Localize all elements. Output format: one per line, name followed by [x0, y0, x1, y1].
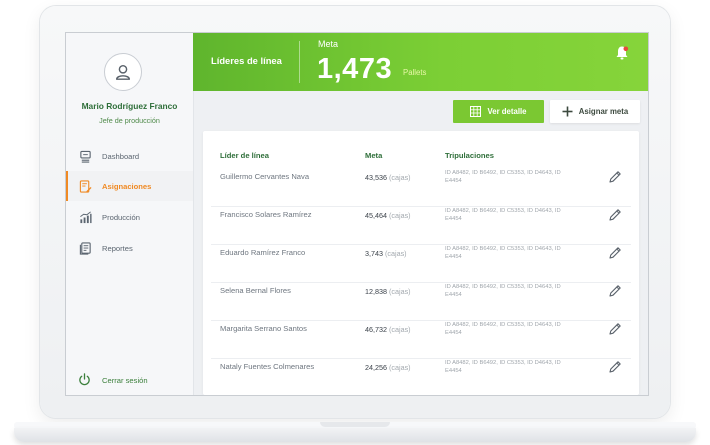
pencil-icon [609, 323, 621, 335]
goal-cell: 46,732 (cajas) [365, 325, 411, 334]
goal-cell: 12,838 (cajas) [365, 287, 411, 296]
goal-unit: (cajas) [388, 325, 411, 334]
sidebar-item-label: Dashboard [102, 151, 140, 161]
logout-button[interactable]: Cerrar sesión [66, 370, 193, 390]
edit-button[interactable] [608, 246, 622, 260]
app-screen: Mario Rodríguez Franco Jefe de producció… [65, 32, 649, 396]
sidebar-item-dashboard[interactable]: Dashboard [66, 141, 193, 171]
view-detail-button[interactable]: Ver detalle [453, 100, 544, 123]
goal-amount: 45,464 [365, 211, 387, 220]
edit-button[interactable] [608, 360, 622, 374]
user-role: Jefe de producción [99, 116, 160, 125]
leader-name: Guillermo Cervantes Nava [220, 172, 310, 181]
pencil-icon [609, 171, 621, 183]
table-row: Guillermo Cervantes Nava 43,536 (cajas) … [211, 169, 631, 207]
pencil-icon [609, 361, 621, 373]
goal-unit: Pallets [403, 68, 427, 77]
pencil-icon [609, 247, 621, 259]
leaders-table: Líder de línea Meta Tripulaciones Guille… [203, 131, 639, 395]
goal-unit: (cajas) [388, 287, 411, 296]
sidebar-item-label: Asignaciones [102, 181, 152, 191]
goal-amount: 12,838 [365, 287, 387, 296]
leader-name: Eduardo Ramírez Franco [220, 248, 306, 257]
assign-goal-button[interactable]: Asignar meta [550, 100, 640, 123]
assign-goal-label: Asignar meta [578, 107, 629, 116]
crews-cell: ID A8482, ID B6492, ID C5353, ID D4643, … [445, 284, 561, 298]
table-row: Eduardo Ramírez Franco 3,743 (cajas) ID … [211, 245, 631, 283]
dashboard-icon [78, 149, 92, 163]
goal-unit: (cajas) [385, 249, 407, 258]
user-icon [115, 64, 131, 80]
goal-amount: 3,743 [365, 249, 383, 258]
plus-icon [562, 106, 573, 117]
reports-icon [78, 241, 92, 255]
edit-button[interactable] [608, 208, 622, 222]
goal-amount: 43,536 [365, 173, 387, 182]
logout-label: Cerrar sesión [102, 375, 148, 385]
sidebar-item-label: Producción [102, 212, 140, 222]
page-header: Líderes de línea Meta 1,473 Pallets [193, 33, 648, 91]
user-name: Mario Rodríguez Franco [81, 101, 178, 111]
sidebar: Mario Rodríguez Franco Jefe de producció… [66, 33, 194, 395]
crews-cell: ID A8482, ID B6492, ID C5353, ID D4643, … [445, 246, 561, 260]
goal-cell: 3,743 (cajas) [365, 249, 407, 258]
pencil-icon [609, 209, 621, 221]
goal-value: 1,473 [317, 53, 393, 85]
goal-label: Meta [318, 39, 339, 49]
chart-icon [78, 210, 92, 224]
view-detail-label: Ver detalle [487, 107, 527, 116]
edit-button[interactable] [608, 284, 622, 298]
laptop-notch [320, 422, 390, 427]
leader-name: Margarita Serrano Santos [220, 324, 307, 333]
avatar[interactable] [104, 53, 142, 91]
edit-button[interactable] [608, 170, 622, 184]
goal-cell: 43,536 (cajas) [365, 173, 411, 182]
column-header-leader: Líder de línea [220, 151, 269, 160]
sidebar-item-reportes[interactable]: Reportes [66, 233, 193, 263]
crews-cell: ID A8482, ID B6492, ID C5353, ID D4643, … [445, 360, 561, 374]
table-icon [470, 106, 482, 117]
goal-amount: 24,256 [365, 363, 387, 372]
goal-unit: (cajas) [388, 211, 411, 220]
crews-cell: ID A8482, ID B6492, ID C5353, ID D4643, … [445, 170, 561, 184]
leader-name: Selena Bernal Flores [220, 286, 291, 295]
goal-unit: (cajas) [388, 173, 411, 182]
notifications-button[interactable] [615, 45, 629, 61]
goal-amount: 46,732 [365, 325, 387, 334]
goal-cell: 45,464 (cajas) [365, 211, 411, 220]
goal-unit: (cajas) [388, 363, 411, 372]
goal-cell: 24,256 (cajas) [365, 363, 411, 372]
laptop-base [14, 428, 696, 442]
sidebar-item-asignaciones[interactable]: Asignaciones [66, 171, 193, 201]
sidebar-item-label: Reportes [102, 243, 133, 253]
table-row: Margarita Serrano Santos 46,732 (cajas) … [211, 321, 631, 359]
column-header-goal: Meta [365, 151, 383, 160]
sidebar-item-produccion[interactable]: Producción [66, 202, 193, 232]
table-row: Selena Bernal Flores 12,838 (cajas) ID A… [211, 283, 631, 321]
leader-name: Nataly Fuentes Colmenares [220, 362, 315, 371]
crews-cell: ID A8482, ID B6492, ID C5353, ID D4643, … [445, 208, 561, 222]
power-icon [78, 373, 92, 387]
page-title: Líderes de línea [211, 55, 282, 66]
crews-cell: ID A8482, ID B6492, ID C5353, ID D4643, … [445, 322, 561, 336]
header-divider [299, 41, 300, 83]
assignment-icon [78, 179, 92, 193]
edit-button[interactable] [608, 322, 622, 336]
leader-name: Francisco Solares Ramírez [220, 210, 312, 219]
pencil-icon [609, 285, 621, 297]
column-header-crews: Tripulaciones [445, 151, 494, 160]
table-row: Francisco Solares Ramírez 45,464 (cajas)… [211, 207, 631, 245]
table-row: Nataly Fuentes Colmenares 24,256 (cajas)… [211, 359, 631, 395]
bell-icon [616, 46, 629, 60]
